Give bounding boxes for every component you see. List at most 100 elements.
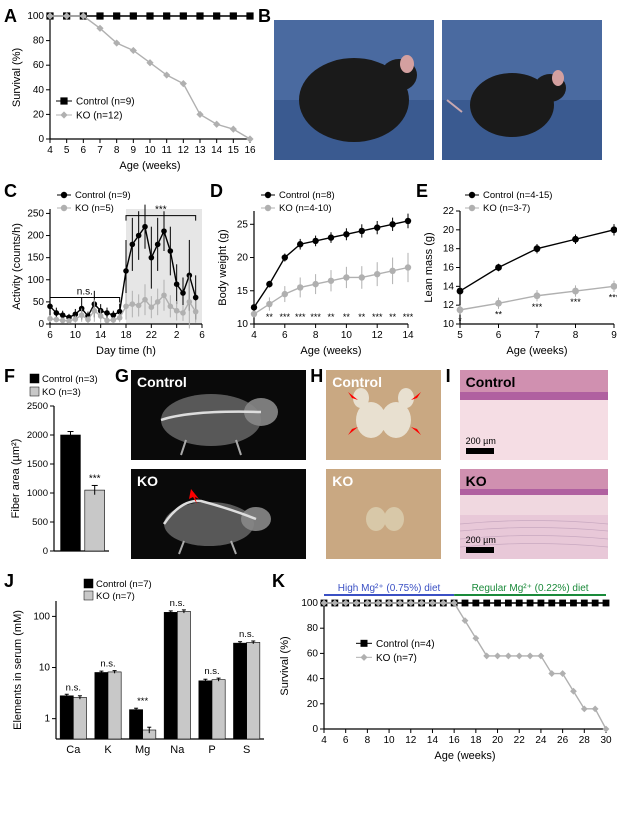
fatpad-control: Control (326, 370, 441, 460)
svg-text:30: 30 (600, 735, 612, 746)
fatpad-ko-label: KO (332, 473, 353, 489)
histo-ko: KO 200 µm (460, 469, 608, 559)
svg-text:**: ** (389, 312, 397, 322)
svg-text:Mg: Mg (135, 744, 150, 756)
svg-text:18: 18 (470, 735, 482, 746)
xray-ko: KO (131, 469, 306, 559)
scalebar-control: 200 µm (466, 436, 496, 446)
svg-text:Age (weeks): Age (weeks) (119, 160, 180, 172)
svg-text:11: 11 (161, 145, 172, 156)
panel-label-D: D (210, 181, 223, 202)
svg-text:2500: 2500 (27, 401, 48, 412)
svg-text:5: 5 (457, 330, 463, 341)
svg-text:2000: 2000 (27, 430, 48, 441)
svg-text:6: 6 (199, 330, 205, 341)
svg-text:Control (n=9): Control (n=9) (75, 190, 131, 201)
svg-text:S: S (243, 744, 250, 756)
svg-text:20: 20 (237, 253, 249, 264)
svg-text:40: 40 (33, 85, 45, 96)
svg-text:26: 26 (557, 735, 569, 746)
svg-text:*: * (458, 316, 462, 326)
svg-text:***: *** (89, 473, 101, 484)
svg-text:4: 4 (251, 330, 257, 341)
svg-text:9: 9 (611, 330, 617, 341)
svg-text:***: *** (570, 297, 581, 307)
svg-text:18: 18 (443, 244, 455, 255)
svg-text:KO (n=3): KO (n=3) (42, 387, 81, 398)
svg-text:13: 13 (194, 145, 206, 156)
svg-text:4: 4 (47, 145, 53, 156)
histo-control-label: Control (466, 374, 516, 390)
svg-text:5: 5 (64, 145, 70, 156)
serum-elements-chart-J: 110100Elements in serum (mM)Can.s.Kn.s.M… (8, 573, 270, 763)
panel-label-E: E (416, 181, 428, 202)
svg-text:Control (n=4): Control (n=4) (376, 639, 435, 650)
fatpad-ko: KO (326, 469, 441, 559)
svg-text:24: 24 (535, 735, 547, 746)
svg-text:14: 14 (211, 145, 223, 156)
svg-text:20: 20 (33, 109, 45, 120)
svg-text:12: 12 (178, 145, 190, 156)
svg-text:16: 16 (244, 145, 256, 156)
svg-text:Ca: Ca (66, 744, 81, 756)
svg-text:High Mg²⁺ (0.75%) diet: High Mg²⁺ (0.75%) diet (338, 583, 441, 594)
bodyweight-chart-D: 46810121410152025Age (weeks)Body weight … (214, 183, 414, 358)
svg-text:50: 50 (33, 297, 45, 308)
svg-text:80: 80 (33, 36, 45, 47)
svg-text:KO (n=4-10): KO (n=4-10) (279, 203, 332, 214)
svg-text:1000: 1000 (27, 488, 48, 499)
survival-diet-chart-K: 4681012141618202224262830020406080100Age… (276, 573, 614, 763)
svg-text:KO (n=7): KO (n=7) (376, 653, 417, 664)
svg-text:n.s.: n.s. (239, 629, 254, 640)
panel-label-G: G (115, 366, 129, 387)
svg-text:***: *** (403, 312, 414, 322)
svg-text:1500: 1500 (27, 459, 48, 470)
svg-text:Control (n=4-15): Control (n=4-15) (483, 190, 552, 201)
svg-text:***: *** (155, 205, 167, 216)
svg-text:KO (n=7): KO (n=7) (96, 591, 135, 602)
svg-text:Age (weeks): Age (weeks) (300, 345, 361, 357)
svg-text:16: 16 (443, 263, 455, 274)
svg-text:250: 250 (27, 208, 44, 219)
svg-text:Lean mass (g): Lean mass (g) (423, 232, 435, 302)
svg-text:**: ** (266, 312, 274, 322)
svg-text:80: 80 (307, 623, 319, 634)
survival-chart-A: 45678910111213141516020406080100Age (wee… (8, 8, 256, 173)
svg-text:Elements in serum (mM): Elements in serum (mM) (12, 610, 24, 730)
panel-label-C: C (4, 181, 17, 202)
svg-text:8: 8 (365, 735, 371, 746)
svg-text:10: 10 (70, 330, 82, 341)
svg-text:10: 10 (39, 663, 51, 674)
svg-text:**: ** (358, 312, 366, 322)
svg-text:60: 60 (33, 60, 45, 71)
leanmass-chart-E: 5678910121416182022Age (weeks)Lean mass … (420, 183, 617, 358)
photo-B-ko: KO (442, 20, 602, 160)
svg-text:100: 100 (27, 11, 44, 22)
svg-text:25: 25 (237, 219, 249, 230)
photo-B-control: Control (274, 20, 434, 160)
svg-text:***: *** (137, 696, 148, 707)
svg-text:KO (n=3-7): KO (n=3-7) (483, 203, 530, 214)
svg-text:**: ** (343, 312, 351, 322)
svg-text:***: *** (295, 312, 306, 322)
svg-text:**: ** (327, 312, 335, 322)
panel-label-F: F (4, 366, 15, 387)
svg-text:6: 6 (496, 330, 502, 341)
svg-text:15: 15 (237, 286, 249, 297)
panel-label-A: A (4, 6, 17, 27)
svg-text:10: 10 (341, 330, 353, 341)
histo-ko-label: KO (466, 473, 487, 489)
svg-text:***: *** (609, 292, 617, 302)
panel-label-B: B (258, 6, 271, 27)
svg-text:8: 8 (313, 330, 319, 341)
svg-text:Day time (h): Day time (h) (96, 345, 156, 357)
svg-text:7: 7 (97, 145, 103, 156)
svg-text:Regular Mg²⁺ (0.22%) diet: Regular Mg²⁺ (0.22%) diet (472, 583, 589, 594)
svg-text:0: 0 (38, 319, 44, 330)
svg-text:P: P (208, 744, 215, 756)
svg-text:8: 8 (114, 145, 120, 156)
svg-text:n.s.: n.s. (170, 598, 185, 609)
activity-chart-C: 61014182226050100150200250Day time (h)Ac… (8, 183, 208, 358)
svg-text:14: 14 (95, 330, 107, 341)
svg-text:Control (n=7): Control (n=7) (96, 579, 152, 590)
